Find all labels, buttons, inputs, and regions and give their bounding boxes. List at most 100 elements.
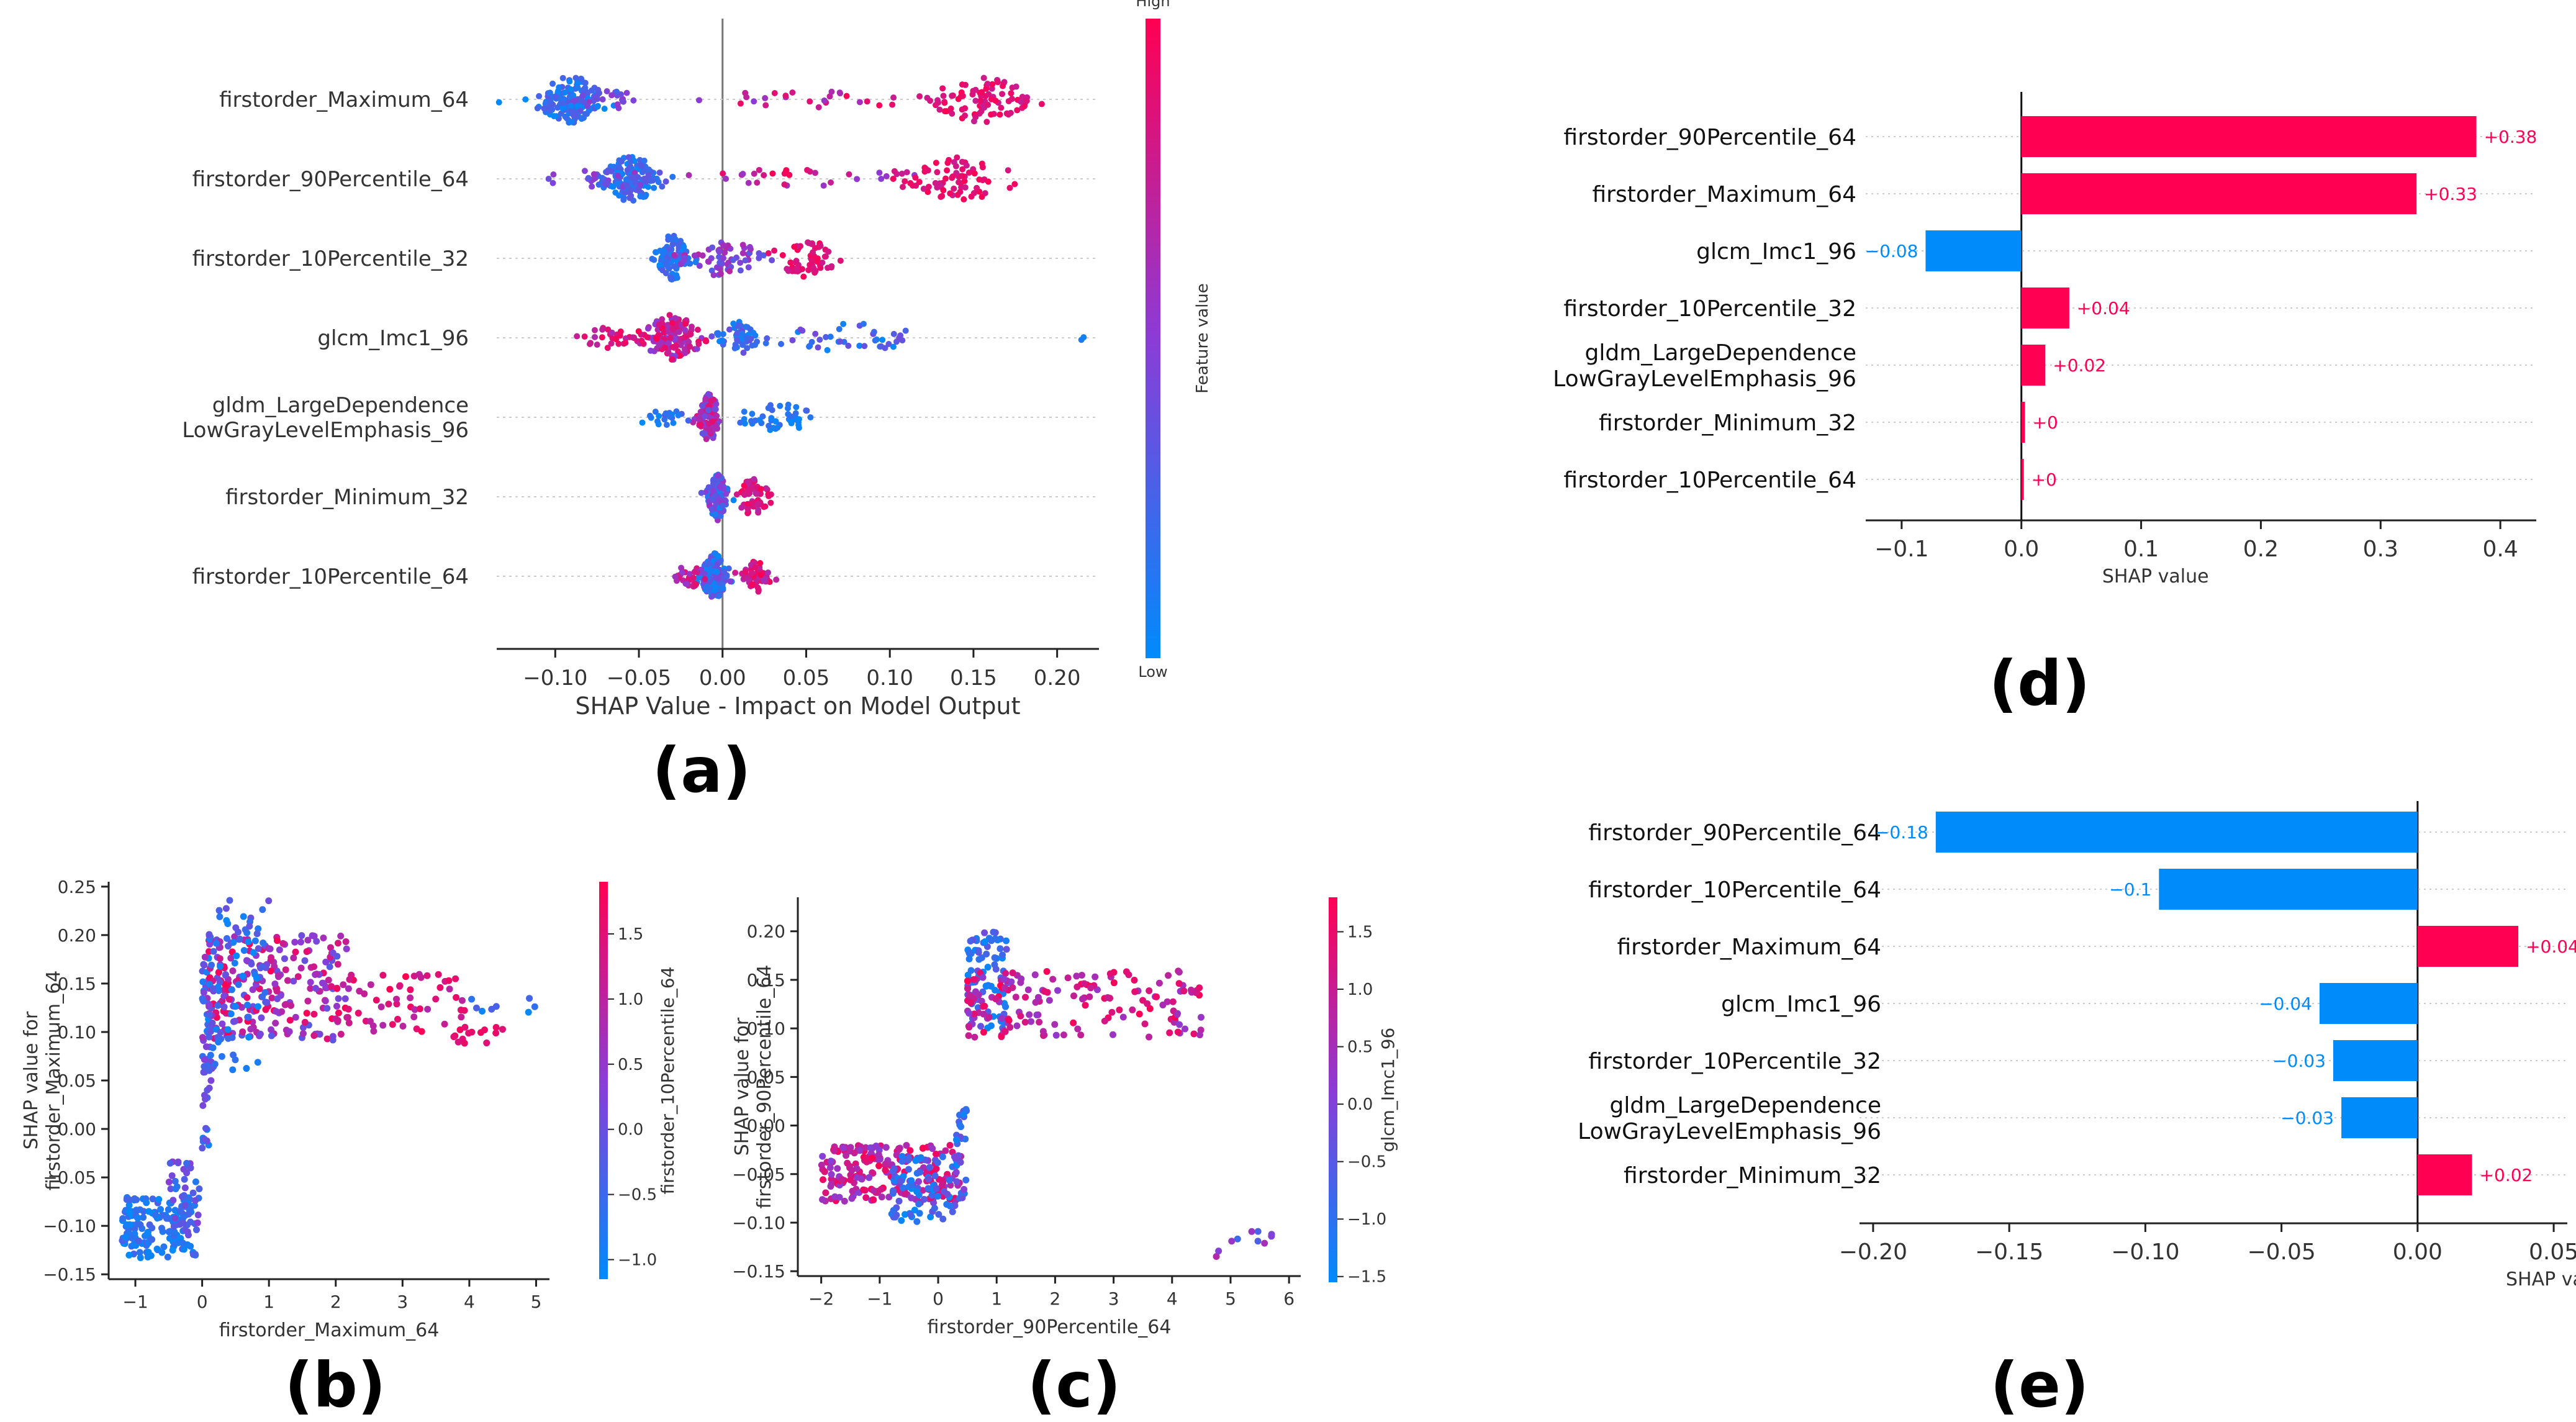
scatter-point (194, 1219, 201, 1226)
scatter-point (224, 1026, 232, 1033)
beeswarm-point (962, 184, 969, 191)
scatter-point (957, 1123, 965, 1130)
scatter-point (206, 1084, 213, 1092)
beeswarm-point (744, 500, 751, 507)
scatter-point (1196, 1031, 1204, 1039)
beeswarm-point (581, 168, 588, 174)
scatter-point (268, 1032, 275, 1039)
bar-category-label-line: gldm_LargeDependence (1609, 1093, 1881, 1118)
scatter-point (171, 1177, 179, 1185)
beeswarm-point (687, 343, 694, 350)
bar (2320, 983, 2418, 1024)
beeswarm-point (749, 410, 756, 417)
scatter-point (343, 945, 350, 953)
scatter-point (939, 1153, 946, 1161)
scatter-point (341, 995, 349, 1002)
beeswarm-point (647, 347, 654, 354)
beeswarm-point (754, 338, 761, 345)
bar-category-label: firstorder_Maximum_64 (1592, 182, 1856, 207)
beeswarm-point (670, 326, 677, 333)
beeswarm-chart-a: −0.10 −0.05 0.00 0.05 0.10 0.15 0.20 SHAP Value… (182, 0, 1212, 720)
beeswarm-point (947, 105, 954, 112)
scatter-point (125, 1208, 133, 1215)
scatter-point (856, 1147, 864, 1154)
beeswarm-point (630, 334, 636, 341)
beeswarm-point (672, 343, 679, 350)
beeswarm-point (714, 330, 721, 337)
scatter-point (208, 961, 215, 969)
beeswarm-point (756, 250, 762, 256)
scatter-point (201, 1056, 208, 1063)
scatter-point (274, 937, 281, 944)
beeswarm-point (954, 154, 960, 161)
colorbar-tick-label: 0.0 (618, 1121, 643, 1139)
feature-label-a: firstorder_Minimum_32 (225, 485, 469, 510)
scatter-point (343, 1013, 351, 1021)
beeswarm-point (710, 496, 716, 502)
beeswarm-point (876, 102, 883, 109)
scatter-point (155, 1195, 163, 1203)
x-tick-label: 5 (1225, 1288, 1236, 1309)
beeswarm-point (959, 106, 965, 113)
scatter-point (281, 955, 288, 962)
beeswarm-point (995, 79, 1001, 86)
scatter-point (1000, 976, 1008, 983)
bar (1925, 230, 2022, 271)
scatter-point (410, 1013, 418, 1021)
scatter-point (1041, 988, 1048, 995)
scatter-point (196, 1185, 203, 1193)
x-tick-label: 2 (330, 1292, 341, 1312)
scatter-point (166, 1159, 174, 1167)
scatter-point (962, 1176, 970, 1184)
scatter-point (1146, 1033, 1153, 1041)
scatter-point (960, 1111, 967, 1118)
scatter-point (1017, 979, 1024, 986)
scatter-point (355, 1010, 362, 1017)
scatter-point (1182, 1025, 1189, 1033)
scatter-point (1001, 984, 1008, 992)
scatter-point (201, 961, 208, 969)
beeswarm-point (751, 476, 757, 482)
beeswarm-point (720, 331, 726, 338)
beeswarm-point (890, 175, 897, 182)
scatter-point (334, 940, 341, 947)
x-tick-label: 0.4 (2483, 537, 2518, 562)
beeswarm-point (608, 340, 615, 347)
scatter-point (297, 938, 304, 946)
bar-category-label-line: firstorder_Maximum_64 (1592, 182, 1856, 207)
beeswarm-point (972, 86, 979, 93)
scatter-point (953, 1178, 960, 1185)
scatter-point (1234, 1235, 1241, 1243)
x-tick-label-a: −0.10 (523, 666, 587, 691)
scatter-point (260, 939, 267, 946)
y-axis-title-line: firstorder_Maximum_64 (43, 971, 65, 1191)
scatter-point (1180, 987, 1188, 995)
beeswarm-point (726, 326, 733, 333)
beeswarm-point (821, 97, 828, 104)
scatter-point (261, 989, 269, 996)
scatter-point (990, 928, 997, 936)
x-tick-label: 0 (197, 1292, 208, 1312)
beeswarm-point (789, 337, 796, 343)
beeswarm-point (702, 396, 709, 402)
beeswarm-point (860, 320, 867, 327)
beeswarm-point (824, 346, 831, 353)
scatter-point (952, 1169, 960, 1176)
beeswarm-point (727, 578, 734, 585)
scatter-point (916, 1169, 924, 1176)
scatter-point (253, 975, 260, 982)
bar-value-label: +0.02 (2480, 1165, 2533, 1185)
beeswarm-point (661, 344, 668, 351)
beeswarm-point (750, 330, 757, 337)
beeswarm-point (739, 242, 746, 248)
beeswarm-point (979, 177, 986, 184)
beeswarm-point (649, 255, 656, 262)
beeswarm-point (962, 112, 969, 119)
beeswarm-point (840, 320, 847, 327)
scatter-point (268, 1026, 275, 1033)
scatter-point (170, 1223, 178, 1230)
scatter-point (992, 966, 1000, 973)
scatter-point (483, 1039, 490, 1047)
beeswarm-point (854, 176, 861, 183)
beeswarm-point (667, 334, 674, 341)
